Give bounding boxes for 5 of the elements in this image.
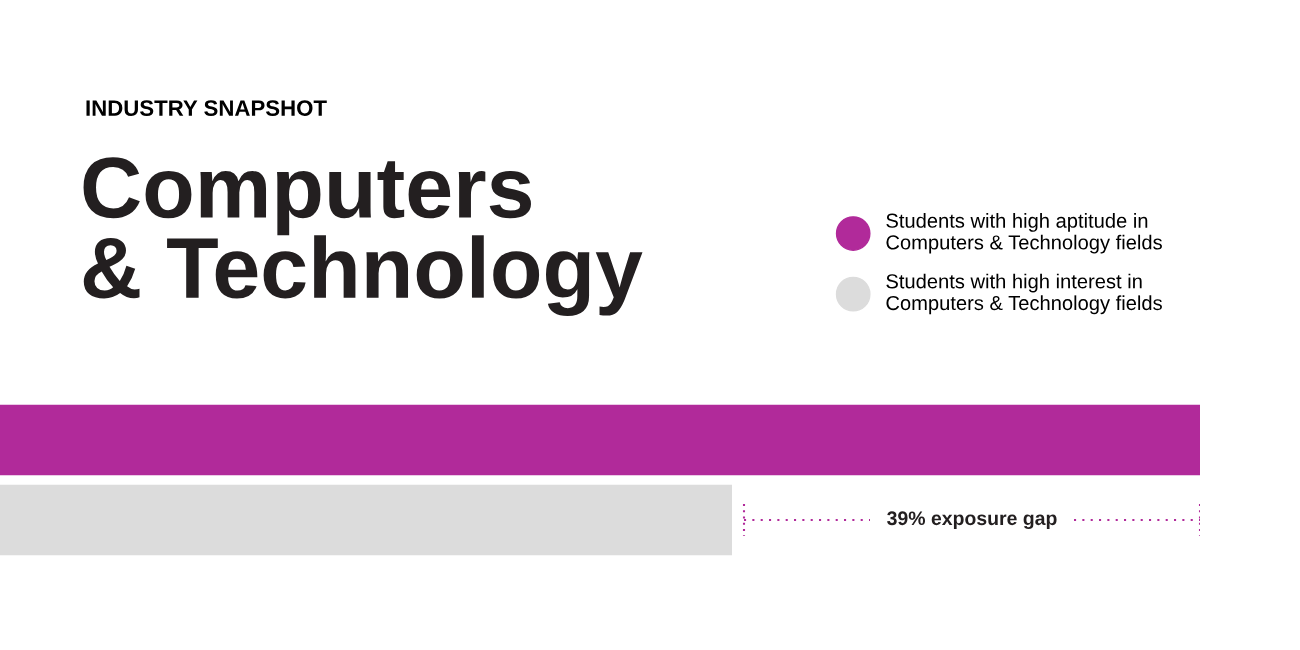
- legend-label: Students with high interest in Computers & Technology fields: [886, 273, 1162, 315]
- chart-title: Computers & Technology: [83, 157, 643, 316]
- chart-subtitle: INDUSTRY SNAPSHOT: [86, 100, 327, 116]
- legend-label: Students with high aptitude in Computers & Technology fields: [886, 213, 1162, 254]
- annotation: 39% exposure gap: [887, 511, 1057, 530]
